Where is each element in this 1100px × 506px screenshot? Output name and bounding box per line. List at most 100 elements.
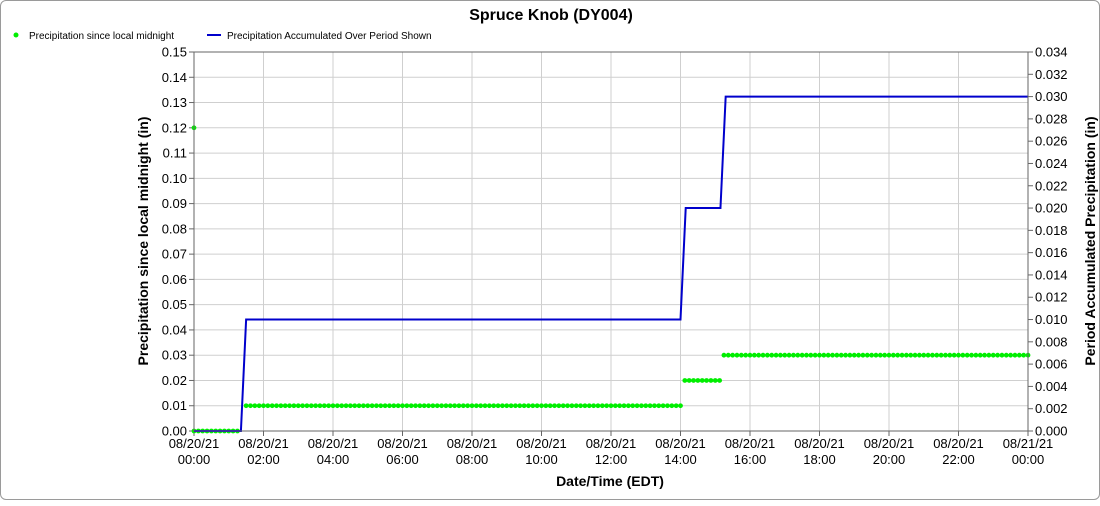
data-point [552,403,557,409]
data-point [500,403,505,409]
data-point [647,403,653,409]
data-point [791,352,796,358]
data-point [947,352,953,358]
data-point [969,352,974,358]
data-point [908,352,914,358]
data-point [812,352,818,358]
x-axis: 08/20/2100:0008/20/2102:0008/20/2104:000… [169,431,1053,467]
data-point [956,352,961,358]
legend-label-precip-since-midnight: Precipitation since local midnight [29,31,174,42]
data-point [864,352,870,358]
y-tick-label-right: 0.008 [1035,334,1068,349]
y-tick-label-left: 0.01 [162,398,187,413]
data-point [903,352,909,358]
data-point [278,403,284,409]
data-point [261,403,266,409]
data-point [860,352,866,358]
data-point [1016,352,1022,358]
data-point [334,403,340,409]
data-point [669,403,675,409]
x-tick-label-time: 20:00 [873,452,906,467]
x-tick-label-time: 04:00 [317,452,350,467]
data-point [421,403,427,409]
data-point [300,403,305,409]
data-point [304,403,310,409]
data-point [625,403,631,409]
data-point [369,403,375,409]
data-point [682,378,688,383]
data-point [495,403,501,409]
y-tick-label-right: 0.032 [1035,67,1068,82]
data-point [330,403,336,409]
data-point [539,403,544,409]
data-point [930,352,935,358]
y-tick-label-right: 0.024 [1035,156,1068,171]
data-point [400,403,405,409]
data-point [1012,352,1018,358]
data-point [899,352,905,358]
data-point [439,403,444,409]
data-point [473,403,479,409]
data-point [986,352,992,358]
x-tick-label-time: 00:00 [178,452,211,467]
data-point [834,352,840,358]
data-point [938,352,944,358]
y-tick-label-right: 0.000 [1035,424,1068,439]
data-point [612,403,618,409]
data-point [773,352,779,358]
data-point [725,352,731,358]
x-tick-label-date: 08/20/21 [169,436,220,451]
y-tick-label-left: 0.00 [162,424,187,439]
data-point [721,352,727,358]
data-point [769,352,775,358]
data-point [578,403,583,409]
y-tick-label-left: 0.08 [162,221,187,236]
y-tick-label-left: 0.11 [163,146,187,161]
y-tick-label-right: 0.028 [1035,111,1068,126]
y-tick-label-left: 0.05 [162,297,187,312]
data-point [708,378,714,383]
data-point [243,403,249,409]
data-point [591,403,597,409]
y-axis-left: 0.00 0.01 0.02 0.03 0.04 0.05 0.06 0.07 0.08 0.09… [162,45,194,439]
data-point [317,403,323,409]
data-point [778,352,783,358]
data-point [730,352,736,358]
data-point [586,403,592,409]
data-point [999,352,1005,358]
data-point [712,378,718,383]
data-point [973,352,979,358]
series-accumulated-line [194,95,1028,432]
data-point [890,352,896,358]
data-point [782,352,788,358]
gridlines [193,51,1029,432]
data-point [678,403,683,409]
data-point [595,403,601,409]
data-point [469,403,475,409]
data-point [339,403,345,409]
data-point [617,403,623,409]
data-point [560,403,566,409]
data-point [347,403,353,409]
y-tick-label-right: 0.018 [1035,223,1068,238]
y-tick-label-left: 0.13 [162,95,187,110]
data-point [743,352,749,358]
x-tick-label-date: 08/20/21 [655,436,706,451]
y-tick-label-left: 0.14 [162,70,187,85]
data-point [478,403,484,409]
y-tick-label-right: 0.006 [1035,357,1068,372]
data-point [960,352,966,358]
data-point [691,378,696,383]
y-tick-label-left: 0.03 [162,348,187,363]
legend-label-accumulated: Precipitation Accumulated Over Period Sh… [227,31,432,42]
x-tick-label-time: 06:00 [386,452,419,467]
y-tick-label-left: 0.06 [162,272,187,287]
data-point [326,403,332,409]
y-tick-label-right: 0.030 [1035,89,1068,104]
data-point [704,378,709,383]
data-point [526,403,531,409]
y-tick-label-right: 0.034 [1035,45,1068,60]
x-tick-label-time: 10:00 [525,452,558,467]
data-point [717,378,722,383]
